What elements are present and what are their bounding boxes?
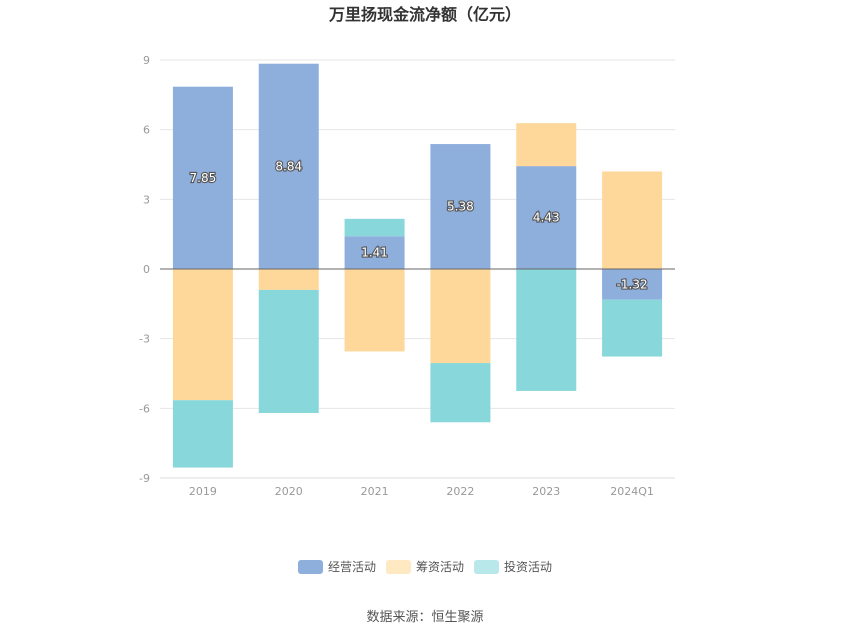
data-label: 4.43	[533, 211, 560, 225]
bar-segment	[172, 400, 233, 468]
bar-segment	[516, 166, 577, 269]
bars	[172, 63, 663, 468]
x-axis-ticks: 2019 2020 2021 2022 2023 2024Q1	[189, 485, 654, 498]
y-axis-ticks: 9 6 3 0 -3 -6 -9	[139, 54, 150, 485]
x-tick-label: 2021	[361, 485, 389, 498]
data-label: 8.84	[275, 159, 302, 173]
x-tick-label: 2023	[532, 485, 560, 498]
bar-segment	[258, 269, 319, 290]
legend: 经营活动 筹资活动 投资活动	[298, 559, 552, 574]
bar-segment	[516, 123, 577, 167]
legend-swatch	[298, 560, 323, 574]
bar-segment	[344, 218, 405, 237]
bar-segment	[172, 86, 233, 269]
legend-label: 投资活动	[504, 559, 552, 574]
bar-segment	[344, 269, 405, 352]
data-label: 5.38	[447, 200, 474, 214]
bar-segment	[602, 299, 663, 357]
y-tick-label: 6	[143, 124, 150, 137]
legend-label: 经营活动	[328, 560, 376, 574]
bar-segment	[602, 171, 663, 269]
y-tick-label: 9	[143, 54, 150, 67]
data-label: 7.85	[190, 171, 217, 185]
y-tick-label: -6	[139, 402, 150, 415]
y-tick-label: -3	[139, 333, 150, 346]
data-label: -1.32	[617, 277, 648, 291]
bar-segment	[344, 236, 405, 269]
bar-segment	[430, 363, 491, 423]
source-note: 数据来源：恒生聚源	[366, 610, 483, 625]
bar-segment	[430, 144, 491, 269]
y-tick-label: 3	[143, 193, 150, 206]
bar-segment	[516, 269, 577, 391]
bar-segment	[430, 269, 491, 364]
legend-label: 筹资活动	[416, 560, 464, 574]
x-tick-label: 2022	[446, 485, 474, 498]
data-label: 1.41	[361, 246, 388, 260]
bar-segment	[258, 289, 319, 413]
x-tick-label: 2024Q1	[610, 485, 654, 498]
bar-segment	[172, 269, 233, 401]
y-tick-label: -9	[139, 472, 150, 485]
bar-segment	[258, 63, 319, 269]
chart-title: 万里扬现金流净额（亿元）	[328, 5, 521, 24]
y-tick-label: 0	[143, 263, 150, 276]
bar-segment	[602, 269, 663, 300]
x-tick-label: 2019	[189, 485, 217, 498]
data-labels: 7.85 8.84 1.41 5.38 4.43 -1.32	[188, 158, 648, 292]
legend-swatch	[386, 560, 411, 574]
x-tick-label: 2020	[275, 485, 303, 498]
legend-swatch	[474, 560, 499, 574]
